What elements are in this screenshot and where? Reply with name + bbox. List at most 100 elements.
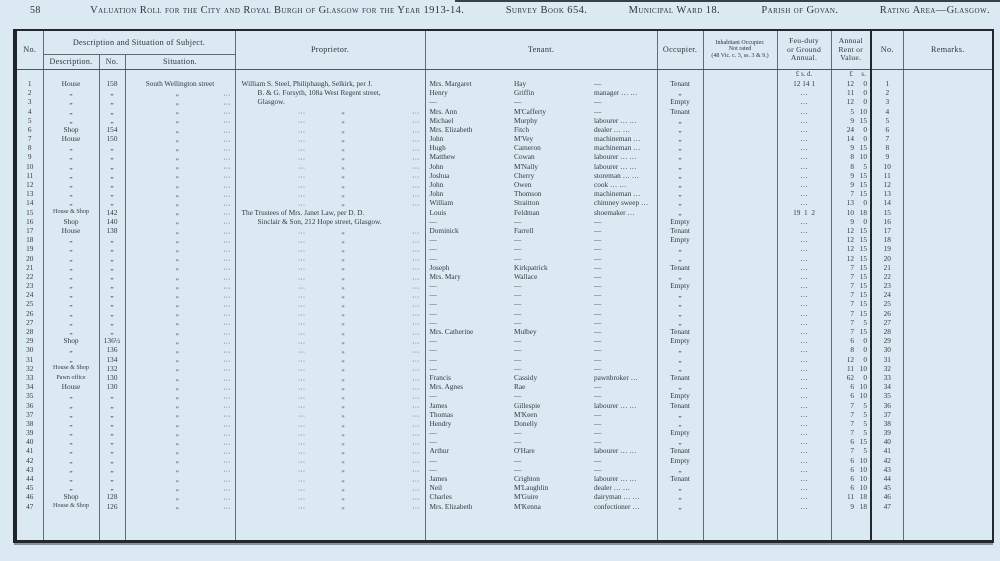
cell-tenant-surname: — (514, 437, 522, 447)
cell-house-no: „ (99, 400, 126, 410)
cell-no-right: 2 (871, 88, 904, 98)
cell-tenant-forename: — (429, 464, 437, 474)
cell-tenant-occupation: cook … … (590, 180, 658, 190)
cell-occupier: „ (657, 345, 704, 355)
cell-description: Shop (43, 492, 100, 502)
cell-feu-duty: … (777, 253, 832, 263)
page-header: 58 Valuation Roll for the City and Royal… (30, 5, 990, 16)
cell-house-no: „ (99, 455, 126, 465)
cell-tenant-occupation: — (590, 281, 658, 291)
cell-rent: 6 15 (831, 437, 873, 447)
table-row: 46 Shop 128 „…… „… Charles M'Guire dairyman … …… (15, 492, 993, 502)
cell-remarks (903, 217, 993, 226)
cell-house-no: 150 (99, 134, 126, 144)
cell-occupier: „ (657, 418, 704, 429)
table-row: 30 „ 136 „…… „… — — — „… 8 0 30 (15, 345, 993, 355)
cell-tenant-surname: — (514, 299, 522, 309)
cell-occupier: Empty (657, 216, 704, 226)
table-row: 26 „ „ „…… „… — — — „… 7 15 26 (15, 308, 993, 318)
cell-feu-duty: … (777, 180, 832, 190)
cell-occupier: „ (657, 317, 704, 328)
cell-proprietor: … „… (235, 271, 426, 282)
cell-situation: „… (125, 492, 236, 502)
cell-inhabitant-occupier (703, 492, 778, 502)
cell-occupier: Tenant (657, 79, 704, 89)
cell-tenant-forename: — (429, 336, 437, 346)
cell-situation: „… (125, 363, 236, 373)
cell-no: 19 (15, 244, 44, 254)
cell-description: „ (43, 88, 100, 98)
cell-occupier: „ (657, 115, 704, 125)
table-row: 47 House & Shop 126 „…… „… Mrs. Elizabeth M'Ke… (15, 501, 993, 511)
cell-feu-duty: … (777, 483, 832, 493)
cell-tenant-surname: — (514, 244, 522, 254)
cell-description: „ (43, 235, 100, 245)
cell-inhabitant-occupier (703, 88, 778, 98)
cell-proprietor: Glasgow. (235, 97, 426, 107)
cell-remarks (903, 355, 993, 364)
cell-no: 47 (15, 501, 44, 511)
cell-tenant-forename: — (429, 253, 437, 263)
cell-tenant-forename: John (429, 180, 444, 189)
cell-no-right: 17 (871, 226, 904, 236)
scan-artifact (455, 0, 1000, 2)
cell-feu-duty: … (777, 88, 832, 98)
cell-remarks (903, 97, 993, 106)
cell-feu-duty: … (777, 336, 832, 346)
cell-remarks (903, 171, 993, 180)
cell-house-no: „ (99, 409, 126, 419)
cell-house-no: „ (99, 189, 126, 199)
cell-tenant-surname: Donelly (514, 418, 538, 428)
cell-remarks (903, 153, 993, 162)
cell-situation: „… (125, 152, 236, 162)
cell-description: House & Shop (43, 501, 100, 511)
cell-tenant-surname: M'Cafferty (514, 106, 546, 116)
cell-no: 14 (15, 198, 44, 208)
cell-occupier: „ (657, 382, 704, 392)
cell-proprietor: … „… (235, 418, 426, 429)
cell-proprietor: … „… (235, 198, 426, 208)
cell-feu-duty: … (777, 198, 832, 208)
table-row: 36 „ „ „…… „… James Gillespie labourer … … Tenan… (15, 400, 993, 410)
cell-tenant-surname: Cassidy (514, 373, 538, 382)
cell-no-right: 20 (871, 253, 904, 263)
cell-inhabitant-occupier (703, 180, 778, 190)
cell-inhabitant-occupier (703, 152, 778, 162)
cell-description: „ (43, 106, 100, 116)
cell-no: 30 (15, 345, 44, 355)
cell-no: 25 (15, 299, 44, 309)
cell-house-no: 142 (99, 207, 126, 217)
cell-house-no: „ (99, 483, 126, 493)
cell-tenant-forename: Joshua (429, 170, 450, 180)
cell-tenant-surname: Fitch (514, 124, 529, 134)
cell-feu-duty: … (777, 437, 832, 447)
cell-situation: „… (125, 97, 236, 107)
cell-no-right: 31 (871, 354, 904, 364)
table-row: 7 House 150 „…… „… John M'Vey machineman … „… 14 0… (15, 134, 993, 144)
cell-occupier: „ (657, 437, 704, 447)
cell-inhabitant-occupier (703, 244, 778, 254)
cell-occupier: „ (657, 244, 704, 254)
cell-empty (703, 510, 778, 542)
cell-tenant-forename: Mrs. Catherine (429, 327, 474, 336)
cell-description: „ (43, 455, 100, 465)
cell-tenant-forename: — (429, 299, 437, 309)
cell-description: „ (43, 262, 100, 272)
valuation-table: No. Description and Situation of Subject… (13, 29, 995, 544)
cell-no-right: 13 (871, 189, 904, 199)
cell-occupier: Tenant (657, 446, 704, 456)
cell-occupier: „ (657, 88, 704, 98)
cell-tenant-occupation: — (590, 464, 658, 475)
cell-inhabitant-occupier (703, 143, 778, 153)
cell-inhabitant-occupier (703, 124, 778, 135)
cell-tenant-forename: — (429, 281, 437, 291)
cell-tenant-surname: — (514, 235, 522, 245)
cell-remarks (903, 382, 993, 391)
table-row: 29 Shop 136½ „…… „… — — — Empty… 6 0 29 (15, 336, 993, 346)
cell-proprietor: … „… (235, 455, 426, 465)
cell-occupier: Empty (657, 391, 704, 401)
cell-no-right: 23 (871, 281, 904, 291)
cell-no-right: 21 (871, 262, 904, 272)
cell-tenant-occupation: — (590, 409, 658, 419)
